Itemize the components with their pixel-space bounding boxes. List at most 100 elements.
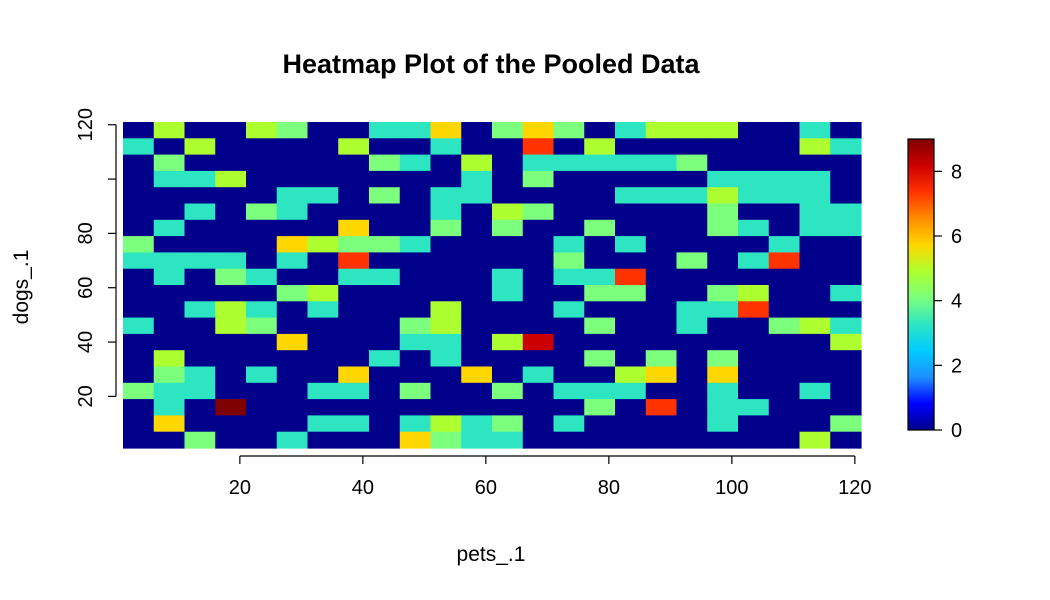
heatmap-cell — [584, 187, 616, 205]
heatmap-cell — [184, 301, 216, 319]
heatmap-cell — [830, 285, 862, 302]
heatmap-cell — [369, 285, 401, 302]
heatmap-cell — [215, 317, 247, 335]
heatmap-cell — [676, 154, 708, 172]
heatmap-cell — [738, 187, 770, 205]
heatmap-cell — [215, 122, 247, 139]
heatmap-cell — [215, 431, 247, 449]
heatmap-cell — [615, 415, 647, 433]
heatmap-cell — [307, 399, 339, 416]
heatmap-cell — [492, 415, 524, 433]
heatmap-cell — [615, 317, 647, 335]
heatmap-cell — [676, 399, 708, 416]
heatmap-cell — [184, 415, 216, 433]
heatmap-cell — [276, 252, 309, 270]
heatmap-cell — [246, 431, 278, 449]
heatmap-cell — [123, 350, 155, 368]
heatmap-cell — [399, 268, 432, 286]
y-axis: 20 40 60 80 120 — [75, 108, 117, 408]
heatmap-cell — [707, 366, 739, 384]
heatmap-cell — [246, 122, 278, 139]
heatmap-cell — [830, 170, 862, 188]
heatmap-cell — [768, 252, 801, 270]
heatmap-cell — [307, 415, 339, 433]
colorbar-tick-label: 6 — [951, 226, 962, 248]
heatmap-cell — [461, 399, 493, 416]
heatmap-cell — [276, 431, 309, 449]
heatmap-cell — [246, 138, 278, 156]
heatmap-cell — [676, 350, 708, 368]
heatmap-cell — [522, 431, 555, 449]
heatmap-cell — [153, 301, 186, 319]
heatmap-cell — [276, 138, 309, 156]
heatmap-cell — [799, 154, 831, 172]
heatmap-cell — [307, 154, 339, 172]
heatmap-cell — [430, 268, 462, 286]
heatmap-cell — [369, 366, 401, 384]
heatmap-cell — [615, 154, 647, 172]
heatmap-cell — [246, 154, 278, 172]
heatmap-cell — [369, 203, 401, 221]
heatmap-cell — [676, 219, 708, 237]
heatmap-cell — [553, 203, 585, 221]
heatmap-cell — [430, 333, 462, 351]
heatmap-cell — [615, 333, 647, 351]
heatmap-cell — [184, 122, 216, 139]
heatmap-cell — [153, 382, 186, 400]
heatmap-cell — [461, 138, 493, 156]
heatmap-cell — [430, 366, 462, 384]
heatmap-cell — [676, 333, 708, 351]
heatmap-cell — [215, 187, 247, 205]
heatmap-cell — [738, 268, 770, 286]
heatmap-cell — [430, 399, 462, 416]
heatmap-cell — [768, 431, 801, 449]
heatmap-cell — [676, 301, 708, 319]
heatmap-cell — [492, 138, 524, 156]
heatmap-cell — [645, 366, 678, 384]
heatmap-cell — [430, 219, 462, 237]
heatmap-cell — [369, 399, 401, 416]
heatmap-cell — [799, 203, 831, 221]
x-tick-label: 100 — [715, 477, 748, 499]
heatmap-cell — [676, 285, 708, 302]
heatmap-cell — [123, 138, 155, 156]
heatmap-cell — [522, 350, 555, 368]
heatmap-cell — [645, 154, 678, 172]
heatmap-cell — [276, 122, 309, 139]
heatmap-cell — [123, 268, 155, 286]
heatmap-cell — [153, 203, 186, 221]
heatmap-cell — [184, 333, 216, 351]
heatmap-cell — [276, 170, 309, 188]
heatmap-cell — [830, 301, 862, 319]
heatmap-cell — [153, 285, 186, 302]
heatmap-cell — [522, 219, 555, 237]
heatmap-cell — [246, 415, 278, 433]
heatmap-cell — [830, 415, 862, 433]
heatmap-cell — [399, 154, 432, 172]
heatmap-cell — [307, 236, 339, 253]
heatmap-cell — [184, 219, 216, 237]
heatmap-cell — [738, 366, 770, 384]
heatmap-cell — [430, 203, 462, 221]
heatmap-cell — [184, 431, 216, 449]
heatmap-cell — [461, 203, 493, 221]
heatmap-cell — [645, 122, 678, 139]
heatmap-cell — [492, 382, 524, 400]
heatmap-cell — [492, 203, 524, 221]
heatmap-cell — [369, 236, 401, 253]
heatmap-cell — [584, 301, 616, 319]
heatmap-cell — [276, 203, 309, 221]
heatmap-cell — [184, 350, 216, 368]
heatmap-cell — [615, 122, 647, 139]
heatmap-cell — [584, 415, 616, 433]
heatmap-cell — [307, 366, 339, 384]
heatmap-cell — [338, 382, 370, 400]
heatmap-cell — [276, 382, 309, 400]
heatmap-cell — [799, 415, 831, 433]
heatmap-cell — [307, 268, 339, 286]
heatmap-cell — [307, 170, 339, 188]
heatmap-cell — [184, 236, 216, 253]
heatmap-cell — [584, 236, 616, 253]
heatmap-cell — [276, 285, 309, 302]
heatmap-cell — [276, 187, 309, 205]
